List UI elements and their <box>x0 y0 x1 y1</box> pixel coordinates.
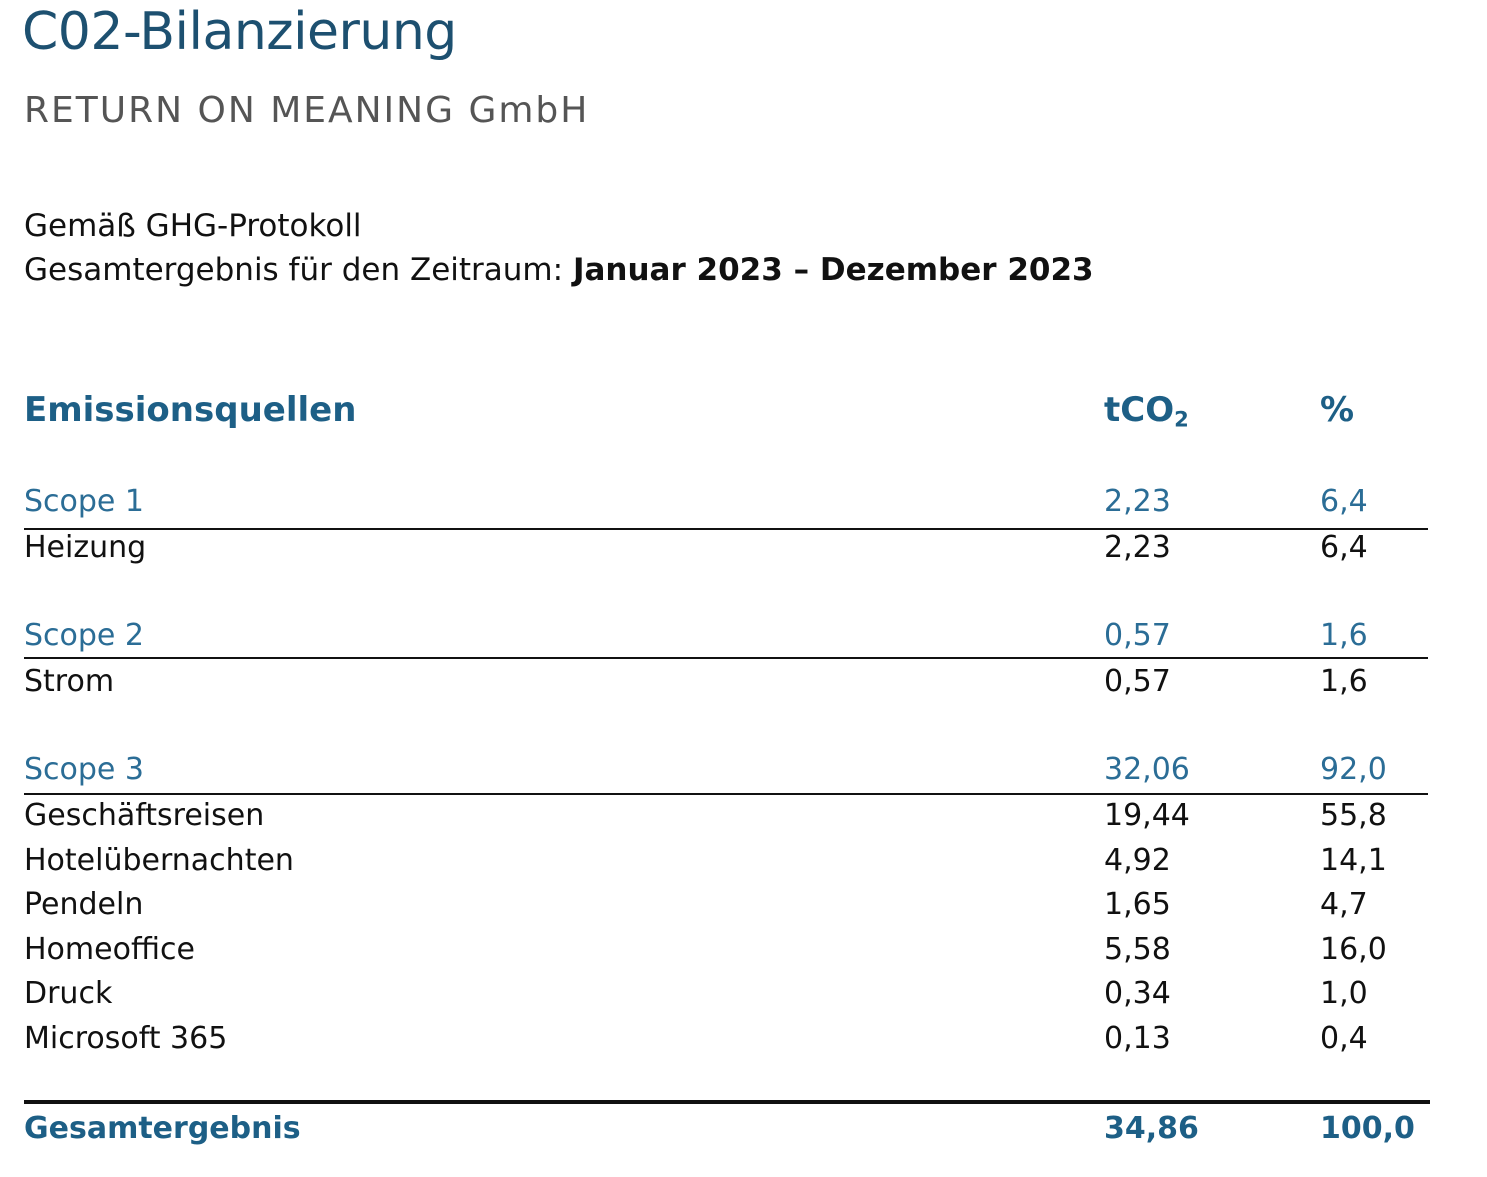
total-label: Gesamtergebnis <box>24 1111 301 1146</box>
total-value: 34,86 <box>1104 1111 1199 1146</box>
item-pct: 1,6 <box>1320 664 1368 699</box>
item-pct: 16,0 <box>1320 932 1387 967</box>
scope3-divider <box>24 793 1428 795</box>
table-header-row: Emissionsquellen tCO2 % <box>24 390 1428 431</box>
header-unit-subscript: 2 <box>1174 406 1189 432</box>
protocol-line: Gemäß GHG-Protokoll <box>24 208 362 244</box>
scope2-label: Scope 2 <box>24 618 145 653</box>
item-pct: 1,0 <box>1320 976 1368 1011</box>
item-value: 2,23 <box>1104 530 1171 565</box>
item-label: Hotelübernachten <box>24 843 294 878</box>
table-row: Homeoffice 5,58 16,0 <box>24 932 1428 972</box>
table-row: Pendeln 1,65 4,7 <box>24 887 1428 927</box>
scope3-value: 32,06 <box>1104 752 1190 787</box>
company-name: RETURN ON MEANING GmbH <box>24 90 590 131</box>
period-value: Januar 2023 – Dezember 2023 <box>572 252 1094 288</box>
table-row: Microsoft 365 0,13 0,4 <box>24 1021 1428 1061</box>
scope3-label: Scope 3 <box>24 752 145 787</box>
item-pct: 6,4 <box>1320 530 1368 565</box>
item-label: Druck <box>24 976 113 1011</box>
page-title: C02-Bilanzierung <box>22 2 457 62</box>
period-line: Gesamtergebnis für den Zeitraum: Januar … <box>24 252 1094 288</box>
item-value: 4,92 <box>1104 843 1171 878</box>
item-label: Geschäftsreisen <box>24 798 265 833</box>
total-divider <box>24 1100 1430 1104</box>
item-value: 5,58 <box>1104 932 1171 967</box>
scope2-row: Scope 2 0,57 1,6 <box>24 618 1428 658</box>
scope2-value: 0,57 <box>1104 618 1171 653</box>
item-pct: 4,7 <box>1320 887 1368 922</box>
scope1-pct: 6,4 <box>1320 484 1368 519</box>
scope3-row: Scope 3 32,06 92,0 <box>24 752 1428 792</box>
table-row: Heizung 2,23 6,4 <box>24 530 1428 570</box>
table-row: Hotelübernachten 4,92 14,1 <box>24 843 1428 883</box>
item-label: Microsoft 365 <box>24 1021 228 1056</box>
total-row: Gesamtergebnis 34,86 100,0 <box>24 1111 1428 1151</box>
item-pct: 14,1 <box>1320 843 1387 878</box>
item-label: Homeoffice <box>24 932 195 967</box>
scope1-divider <box>24 528 1428 530</box>
table-row: Druck 0,34 1,0 <box>24 976 1428 1016</box>
scope1-row: Scope 1 2,23 6,4 <box>24 484 1428 524</box>
scope2-pct: 1,6 <box>1320 618 1368 653</box>
scope1-label: Scope 1 <box>24 484 145 519</box>
period-label: Gesamtergebnis für den Zeitraum: <box>24 252 564 288</box>
header-source: Emissionsquellen <box>24 390 357 430</box>
item-value: 19,44 <box>1104 798 1190 833</box>
table-row: Strom 0,57 1,6 <box>24 664 1428 704</box>
scope3-pct: 92,0 <box>1320 752 1387 787</box>
item-pct: 55,8 <box>1320 798 1387 833</box>
item-pct: 0,4 <box>1320 1021 1368 1056</box>
item-label: Pendeln <box>24 887 144 922</box>
item-value: 0,57 <box>1104 664 1171 699</box>
table-row: Geschäftsreisen 19,44 55,8 <box>24 798 1428 838</box>
total-pct: 100,0 <box>1320 1111 1415 1146</box>
header-unit: tCO2 <box>1104 390 1189 431</box>
item-value: 1,65 <box>1104 887 1171 922</box>
item-value: 0,13 <box>1104 1021 1171 1056</box>
scope2-divider <box>24 657 1428 659</box>
item-label: Heizung <box>24 530 147 565</box>
scope1-value: 2,23 <box>1104 484 1171 519</box>
item-label: Strom <box>24 664 115 699</box>
header-pct: % <box>1320 390 1355 430</box>
header-unit-text: tCO <box>1104 390 1175 430</box>
item-value: 0,34 <box>1104 976 1171 1011</box>
